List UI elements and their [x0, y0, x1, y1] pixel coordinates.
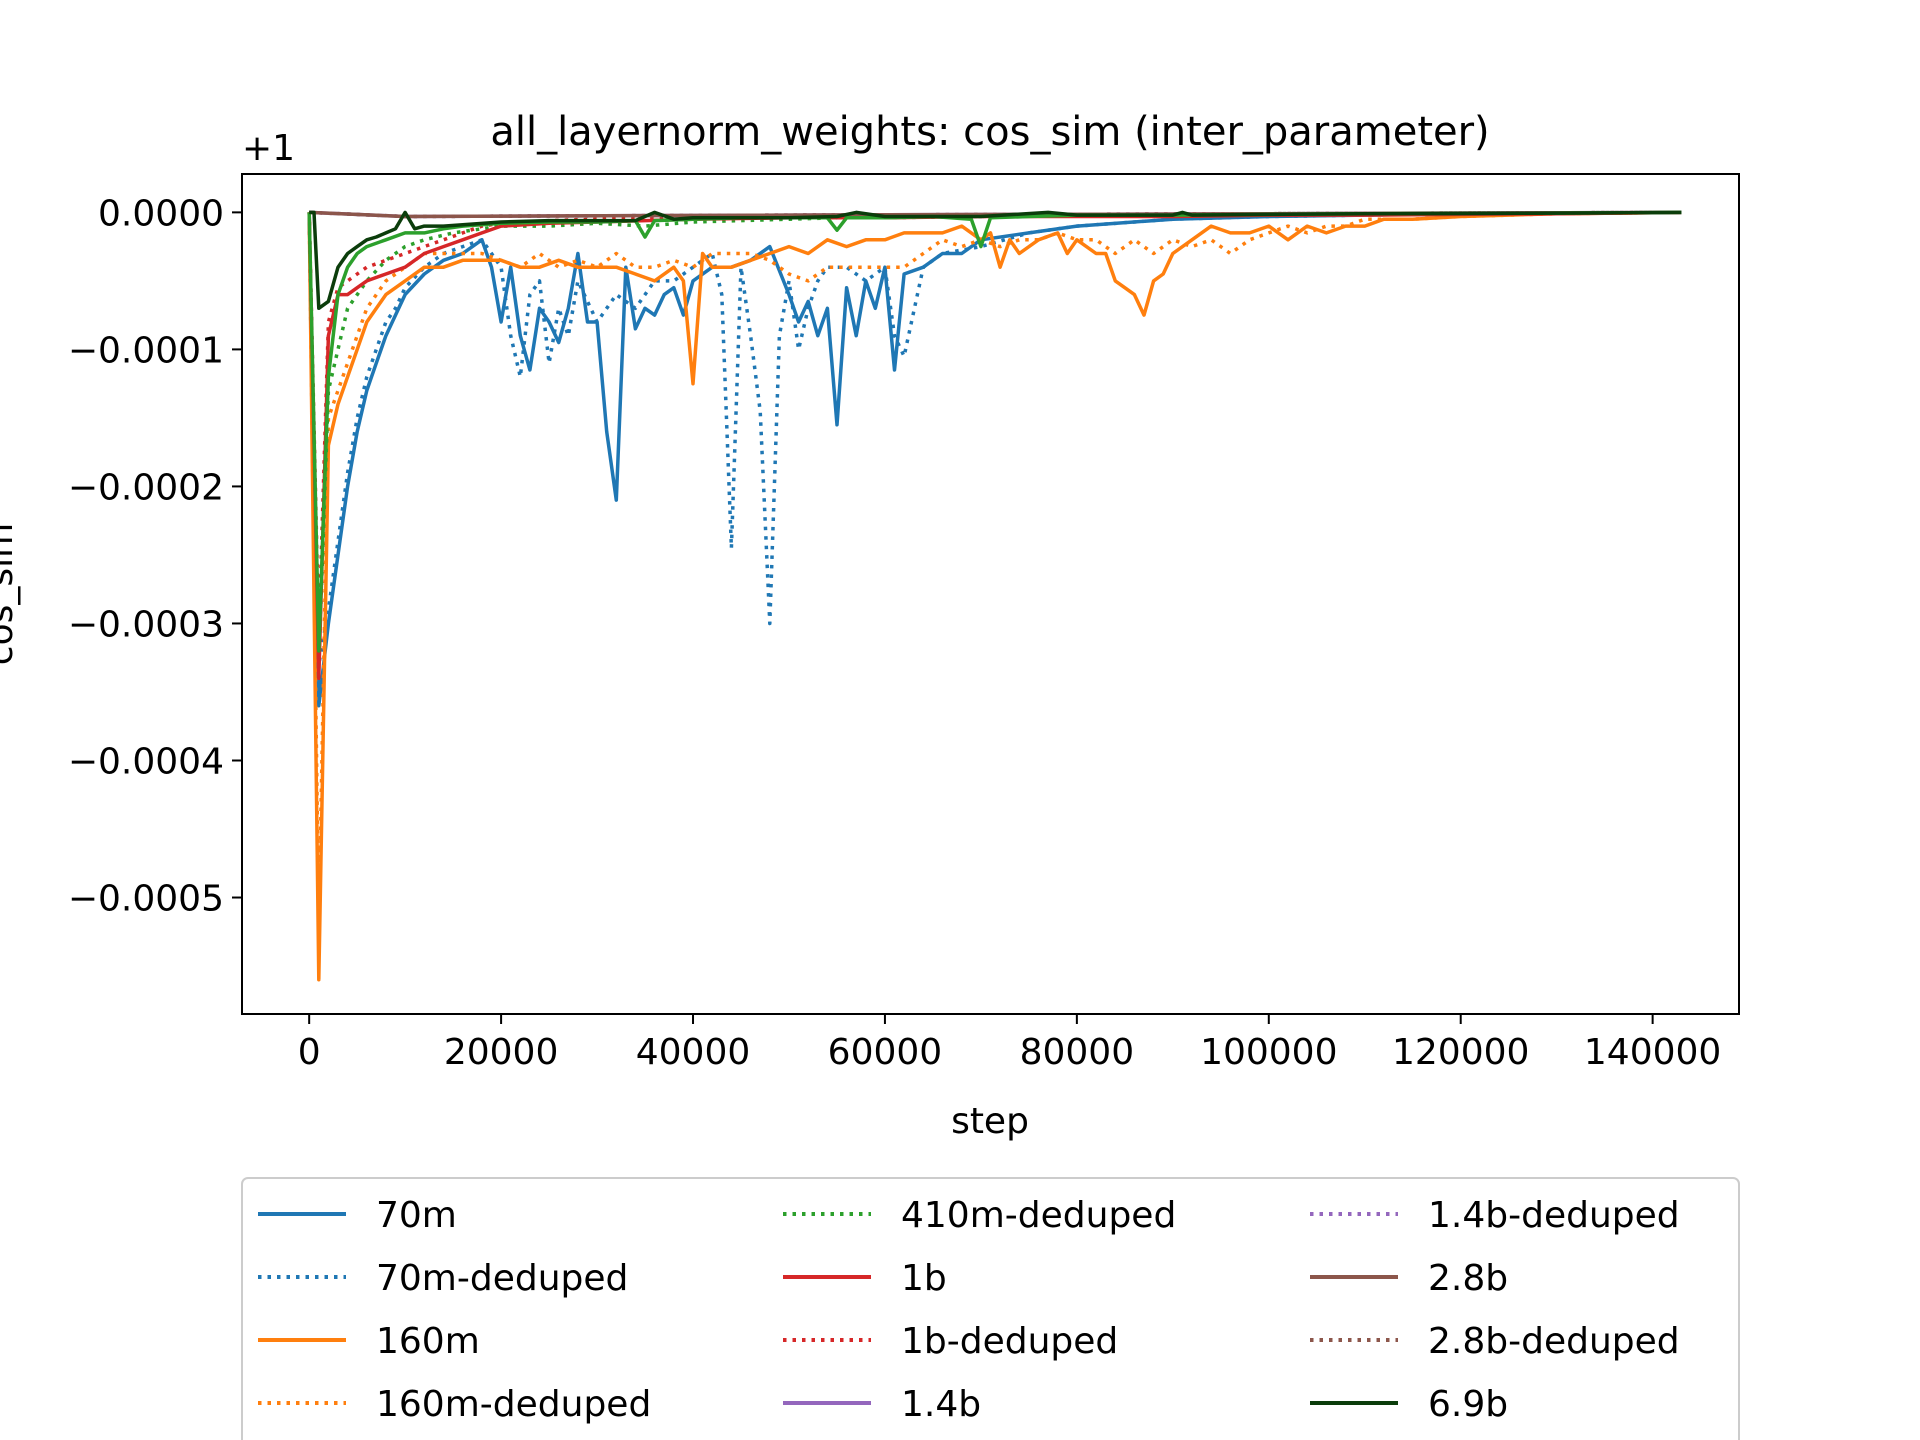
- legend-label-2.8b-deduped: 2.8b-deduped: [1428, 1321, 1680, 1362]
- series-line-410m-deduped: [307, 210, 1682, 667]
- x-axis-label: step: [951, 1101, 1029, 1142]
- legend-label-160m-deduped: 160m-deduped: [376, 1384, 651, 1425]
- y-tick-label: −0.0003: [68, 604, 224, 645]
- legend-label-70m: 70m: [376, 1195, 457, 1236]
- x-tick-label: 60000: [828, 1032, 943, 1073]
- x-axis: 0 20000 40000 60000 80000 100000 120000 140000: [298, 1014, 1721, 1073]
- y-axis-label: cos_sim: [0, 523, 21, 665]
- series-line-70m-deduped: [307, 210, 1682, 667]
- chart-title: all_layernorm_weights: cos_sim (inter_pa…: [490, 109, 1489, 155]
- series-line-160m: [307, 210, 1682, 982]
- y-tick-label: 0.0000: [98, 193, 224, 234]
- x-tick-label: 120000: [1392, 1032, 1529, 1073]
- series-line-160m-deduped: [307, 210, 1682, 927]
- legend-label-160m: 160m: [376, 1321, 480, 1362]
- x-tick-label: 0: [298, 1032, 321, 1073]
- x-tick-label: 100000: [1200, 1032, 1337, 1073]
- y-axis: 0.0000 −0.0001 −0.0002 −0.0003 −0.0004 −0.000…: [68, 193, 242, 920]
- legend-label-1.4b-deduped: 1.4b-deduped: [1428, 1195, 1680, 1236]
- legend-label-410m-deduped: 410m-deduped: [901, 1195, 1176, 1236]
- y-tick-label: −0.0004: [68, 741, 224, 782]
- series-line-70m: [307, 210, 1682, 708]
- legend: 70m 70m-deduped 160m 160m-deduped 410m-dedup…: [241, 1177, 1740, 1440]
- series-line-6.9b: [309, 210, 1682, 311]
- legend-box: [241, 1177, 1740, 1440]
- y-offset-label: +1: [242, 128, 295, 169]
- y-tick-label: −0.0002: [68, 467, 224, 508]
- legend-label-1b-deduped: 1b-deduped: [901, 1321, 1118, 1362]
- legend-label-6.9b: 6.9b: [1428, 1384, 1508, 1425]
- x-tick-label: 20000: [444, 1032, 559, 1073]
- x-tick-label: 40000: [636, 1032, 751, 1073]
- plot-frame: [241, 173, 1740, 1015]
- legend-label-1.4b: 1.4b: [901, 1384, 981, 1425]
- y-tick-label: −0.0001: [68, 330, 224, 371]
- plot-lines: [307, 210, 1682, 982]
- legend-label-70m-deduped: 70m-deduped: [376, 1258, 628, 1299]
- legend-label-2.8b: 2.8b: [1428, 1258, 1508, 1299]
- y-tick-label: −0.0005: [68, 879, 224, 920]
- x-tick-label: 80000: [1020, 1032, 1135, 1073]
- x-tick-label: 140000: [1584, 1032, 1721, 1073]
- legend-label-1b: 1b: [901, 1258, 947, 1299]
